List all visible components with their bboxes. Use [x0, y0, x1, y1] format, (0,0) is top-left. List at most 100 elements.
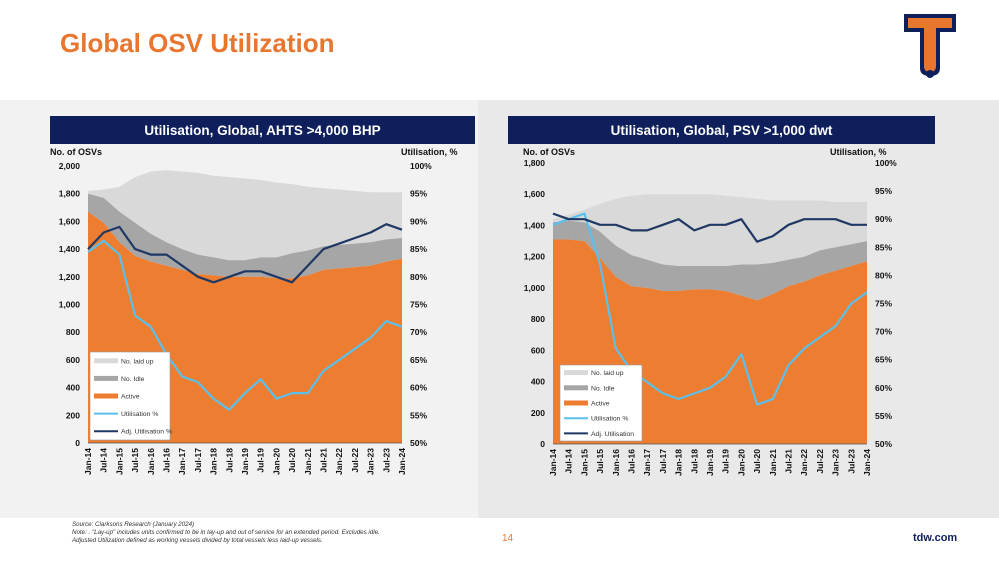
- y-tick-label: 1,200: [524, 252, 546, 262]
- legend-swatch: [564, 400, 588, 406]
- x-tick-label: Jul-23: [381, 448, 391, 473]
- y2-tick-label: 80%: [410, 272, 427, 282]
- y2-tick-label: 50%: [410, 438, 427, 448]
- x-tick-label: Jan-20: [736, 449, 746, 476]
- y-tick-label: 0: [75, 438, 80, 448]
- x-tick-label: Jul-15: [130, 448, 140, 473]
- legend-swatch: [94, 393, 118, 399]
- y2-tick-label: 75%: [875, 299, 892, 309]
- y-tick-label: 600: [531, 345, 545, 355]
- chart-ahts-y2label: Utilisation, %: [401, 147, 458, 157]
- y2-tick-label: 55%: [410, 410, 427, 420]
- x-tick-label: Jan-19: [705, 449, 715, 476]
- page-title: Global OSV Utilization: [60, 28, 335, 58]
- x-tick-label: Jul-23: [846, 449, 856, 474]
- x-tick-label: Jul-15: [595, 449, 605, 474]
- legend-swatch: [564, 385, 588, 391]
- x-tick-label: Jul-22: [815, 449, 825, 474]
- adj-utilisation-line: [87, 223, 403, 284]
- footnote-source: Source: Clarksons Research (January 2024…: [72, 521, 195, 528]
- x-tick-label: Jul-20: [287, 448, 297, 473]
- y2-tick-label: 85%: [875, 242, 892, 252]
- x-tick-label: Jan-14: [548, 449, 558, 476]
- legend-label: No. Idle: [121, 376, 145, 383]
- page-number: 14: [502, 533, 514, 544]
- utilisation-line: [87, 239, 403, 411]
- x-tick-label: Jan-15: [114, 448, 124, 475]
- y-tick-label: 1,400: [59, 244, 81, 254]
- y-tick-label: 1,000: [524, 283, 546, 293]
- company-logo: [904, 14, 956, 78]
- chart-ahts-title: Utilisation, Global, AHTS >4,000 BHP: [50, 116, 475, 144]
- y-tick-label: 400: [531, 377, 545, 387]
- y-tick-label: 1,800: [524, 158, 546, 168]
- footnote-adjusted: Adjusted Utilization defined as working …: [72, 537, 323, 544]
- utilisation-line: [552, 212, 868, 406]
- y-tick-label: 200: [531, 408, 545, 418]
- y-tick-label: 400: [66, 383, 80, 393]
- legend-label: No. laid up: [591, 370, 624, 377]
- x-tick-label: Jan-20: [271, 448, 281, 475]
- x-tick-label: Jul-22: [350, 448, 360, 473]
- x-tick-label: Jul-14: [99, 448, 109, 473]
- chart-psv: Utilisation, Global, PSV >1,000 dwt No. …: [508, 116, 935, 496]
- x-tick-label: Jul-14: [564, 449, 574, 474]
- x-tick-label: Jul-16: [162, 448, 172, 473]
- x-tick-label: Jan-21: [768, 449, 778, 476]
- x-tick-label: Jan-18: [674, 449, 684, 476]
- y2-tick-label: 100%: [410, 161, 432, 171]
- y2-tick-label: 90%: [410, 216, 427, 226]
- legend-swatch: [564, 370, 588, 376]
- chart-psv-ylabel: No. of OSVs: [523, 147, 576, 157]
- y-tick-label: 1,600: [59, 216, 81, 226]
- y2-tick-label: 60%: [875, 383, 892, 393]
- x-tick-label: Jan-16: [146, 448, 156, 475]
- legend-label: Active: [121, 394, 140, 401]
- x-tick-label: Jan-24: [397, 448, 407, 475]
- x-tick-label: Jul-21: [319, 448, 329, 473]
- y-tick-label: 800: [66, 327, 80, 337]
- y2-tick-label: 60%: [410, 383, 427, 393]
- x-tick-label: Jan-22: [799, 449, 809, 476]
- y-tick-label: 0: [540, 439, 545, 449]
- x-tick-label: Jan-21: [303, 448, 313, 475]
- x-tick-label: Jul-17: [193, 448, 203, 473]
- chart-psv-y2label: Utilisation, %: [830, 147, 887, 157]
- chart-legend: No. laid up No. Idle Active Utilisation % Ad…: [89, 351, 172, 441]
- legend-label: Adj. Utilisation: [591, 431, 634, 438]
- y-tick-label: 2,000: [59, 161, 81, 171]
- x-tick-label: Jan-17: [177, 448, 187, 475]
- y-tick-label: 800: [531, 314, 545, 324]
- idle-area: [553, 220, 867, 301]
- x-tick-label: Jul-16: [627, 449, 637, 474]
- y2-tick-label: 70%: [875, 327, 892, 337]
- idle-area: [88, 193, 402, 279]
- y2-tick-label: 50%: [875, 439, 892, 449]
- y-tick-label: 1,400: [524, 220, 546, 230]
- chart-ahts-plot: 0 200 400 600 800 1,000 1,200 1,400 1,600 1,800 2,…: [59, 161, 432, 475]
- x-tick-label: Jan-15: [579, 449, 589, 476]
- footnotes: Source: Clarksons Research (January 2024…: [72, 521, 452, 545]
- x-tick-label: Jul-18: [224, 448, 234, 473]
- y-tick-label: 600: [66, 355, 80, 365]
- y-tick-label: 1,600: [524, 189, 546, 199]
- y2-tick-label: 80%: [875, 270, 892, 280]
- website-link[interactable]: tdw.com: [913, 532, 958, 544]
- x-tick-label: Jul-18: [689, 449, 699, 474]
- x-tick-label: Jan-16: [611, 449, 621, 476]
- footnote-note: Note: . "Lay-up" includes units confirme…: [72, 529, 380, 536]
- x-tick-label: Jan-23: [366, 448, 376, 475]
- chart-psv-title: Utilisation, Global, PSV >1,000 dwt: [508, 116, 935, 144]
- legend-swatch: [94, 358, 118, 364]
- x-tick-label: Jan-23: [831, 449, 841, 476]
- y2-tick-label: 65%: [875, 355, 892, 365]
- laid-up-area: [88, 170, 402, 261]
- y2-tick-label: 65%: [410, 355, 427, 365]
- x-tick-label: Jul-20: [752, 449, 762, 474]
- x-tick-label: Jan-22: [334, 448, 344, 475]
- x-tick-label: Jul-19: [256, 448, 266, 473]
- x-tick-label: Jul-19: [721, 449, 731, 474]
- chart-legend: No. laid up No. Idle Active Utilisation % Ad…: [559, 364, 643, 442]
- legend-label: Active: [591, 401, 610, 408]
- y2-tick-label: 85%: [410, 244, 427, 254]
